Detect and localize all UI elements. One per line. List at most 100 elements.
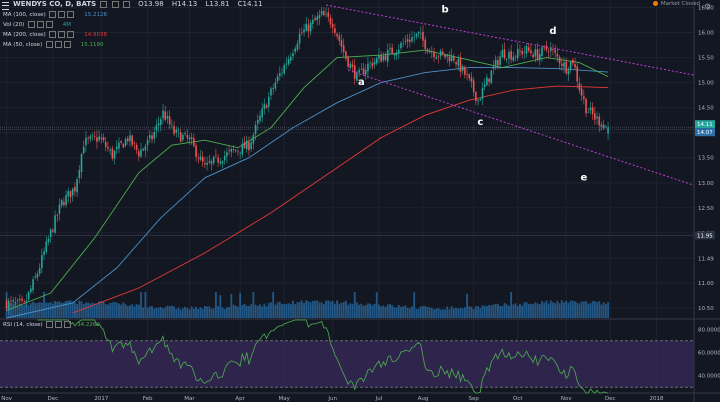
volume-bar <box>96 303 98 318</box>
close-icon[interactable] <box>67 11 75 18</box>
volume-bar <box>333 303 336 318</box>
volume-bar <box>49 302 52 318</box>
candle-body <box>186 135 189 138</box>
indicator-ma50-row[interactable]: MA (50, close) 15.1190 <box>3 41 103 48</box>
candle-body <box>78 170 81 179</box>
settings-icon[interactable] <box>54 41 62 48</box>
close-icon[interactable] <box>67 31 75 38</box>
volume-bar <box>318 302 321 318</box>
candle-body <box>400 43 402 49</box>
candle-body <box>444 54 446 58</box>
volume-bar <box>386 304 389 318</box>
volume-bar <box>18 303 21 318</box>
indicator-volume-row[interactable]: Vol (20) 4M <box>3 21 71 28</box>
indicator-value: 15.1190 <box>80 42 104 48</box>
candle-body <box>602 124 605 129</box>
settings-icon[interactable] <box>58 11 66 18</box>
volume-bar <box>463 307 466 318</box>
candle-body <box>254 124 257 135</box>
ma100-line <box>6 67 609 319</box>
settings-icon[interactable] <box>55 321 63 328</box>
candle-body <box>336 33 338 37</box>
candle-body <box>470 77 473 82</box>
volume-bar <box>245 305 248 318</box>
close-icon[interactable] <box>46 21 54 28</box>
candle-body <box>600 124 603 127</box>
volume-bar <box>329 301 332 318</box>
candle-body <box>91 135 94 137</box>
candle-body <box>160 119 162 126</box>
eye-icon[interactable] <box>111 0 119 8</box>
eye-icon[interactable] <box>49 31 57 38</box>
rsi-legend[interactable]: RSI (14, close) 34.2269 <box>3 321 100 328</box>
candle-body <box>164 111 167 120</box>
candle-body <box>338 35 341 41</box>
volume-bar <box>12 304 15 318</box>
ohlc-low: L13.81 <box>205 0 230 8</box>
candle-body <box>228 150 230 152</box>
volume-bar <box>102 301 105 318</box>
candle-body <box>439 50 442 57</box>
volume-bar <box>364 304 367 318</box>
settings-icon[interactable] <box>37 21 45 28</box>
candle-body <box>408 39 411 42</box>
candle-body <box>47 238 50 242</box>
settings-icon[interactable] <box>100 0 108 8</box>
volume-bar <box>468 306 471 318</box>
close-icon[interactable] <box>122 0 130 8</box>
eye-icon[interactable] <box>46 321 54 328</box>
volume-bar <box>360 303 363 318</box>
candle-body <box>124 139 127 146</box>
candle-body <box>530 50 532 54</box>
candle-body <box>120 141 122 143</box>
candle-body <box>115 146 118 150</box>
ma200-line <box>72 85 609 314</box>
indicator-ma100-row[interactable]: MA (100, close) 15.2126 <box>3 11 107 18</box>
candle-body <box>12 300 15 302</box>
volume-bar <box>51 303 54 318</box>
eye-icon[interactable] <box>45 41 53 48</box>
volume-bar <box>43 292 45 318</box>
candle-body <box>384 55 387 60</box>
candle-body <box>157 123 160 126</box>
volume-bar <box>411 306 413 318</box>
volume-bar <box>519 303 521 318</box>
candle-body <box>426 49 429 52</box>
ohlc-high: H14.13 <box>171 0 198 8</box>
close-icon[interactable] <box>64 321 72 328</box>
candle-body <box>457 59 460 66</box>
volume-bar <box>325 300 327 318</box>
candle-body <box>422 31 424 41</box>
volume-bar <box>419 306 422 318</box>
channel-upper-line[interactable] <box>325 4 695 76</box>
indicator-ma200-row[interactable]: MA (200, close) 14.9038 <box>3 31 107 38</box>
volume-bar <box>98 301 101 318</box>
candle-body <box>607 127 609 134</box>
volume-bar <box>87 302 90 318</box>
candle-body <box>563 62 565 68</box>
volume-bar <box>122 302 125 318</box>
volume-bar <box>382 305 385 318</box>
volume-bar <box>36 302 39 318</box>
volume-bar <box>582 301 585 318</box>
volume-bar <box>437 307 440 318</box>
indicator-label: MA (50, close) <box>3 42 43 48</box>
volume-bar <box>378 304 380 318</box>
time-axis-label: Dec <box>48 396 59 402</box>
gear-icon[interactable]: ⚙ <box>704 2 712 11</box>
eye-icon[interactable] <box>28 21 36 28</box>
volume-bar <box>305 300 308 318</box>
candle-body <box>65 195 67 206</box>
eye-icon[interactable] <box>49 11 57 18</box>
candle-body <box>455 62 457 65</box>
time-axis-label: Jul <box>375 396 383 402</box>
close-icon[interactable] <box>63 41 71 48</box>
symbol-title[interactable]: WENDYS CO, D, BATS <box>13 0 97 8</box>
channel-lower-line[interactable] <box>347 69 695 186</box>
menu-icon[interactable] <box>2 2 9 10</box>
settings-icon[interactable] <box>58 31 66 38</box>
volume-bar <box>322 303 325 318</box>
candle-body <box>239 152 241 154</box>
volume-bar <box>492 304 495 318</box>
